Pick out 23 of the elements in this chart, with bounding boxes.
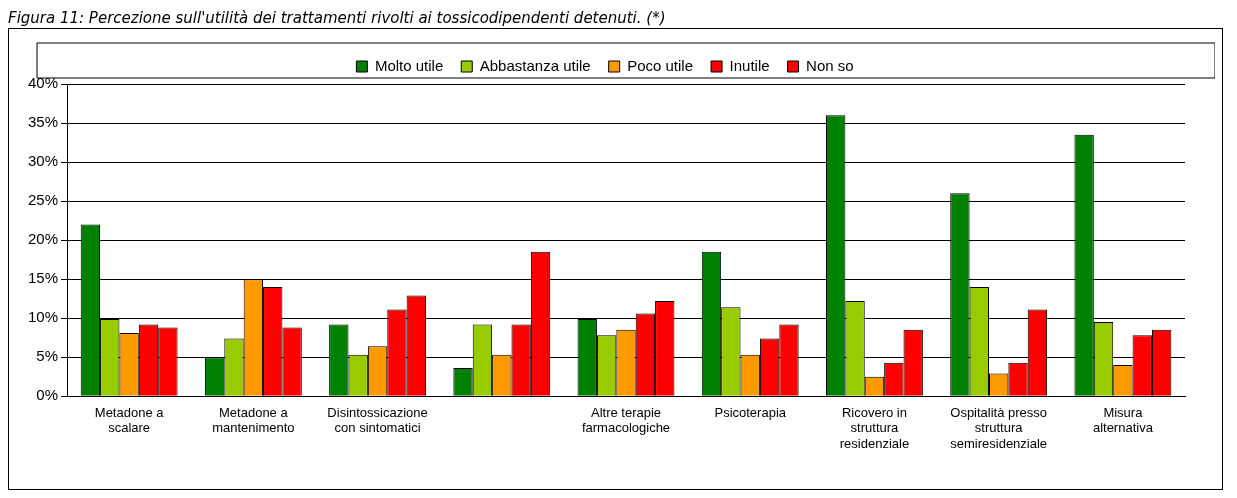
legend-label: Non so [806, 56, 854, 74]
legend-label: Molto utile [374, 56, 444, 74]
y-tick-label: 30% [27, 152, 59, 170]
y-tick-label: 15% [27, 269, 59, 287]
y-tick-label: 40% [27, 74, 59, 92]
y-tick-label: 0% [36, 386, 59, 404]
x-tick-label: Disintossicazione con sintomatici [327, 404, 428, 436]
x-tick-label: Metadone a scalare [94, 404, 165, 436]
chart-title: Figura 11: Percezione sull'utilità dei trattamenti rivolti ai tossicodipendenti detenuti. (*) [8, 8, 667, 28]
y-tick-label: 20% [27, 230, 59, 248]
y-tick-label: 10% [27, 308, 59, 326]
legend-label: Abbastanza utile [479, 56, 591, 74]
x-tick-label: Misura alternativa [1092, 404, 1154, 436]
x-tick-label: Metadone a mantenimento [212, 404, 295, 436]
legend-label: Inutile [729, 56, 770, 74]
legend-label: Poco utile [627, 56, 694, 74]
y-tick-label: 35% [27, 113, 59, 131]
y-tick-label: 25% [27, 191, 59, 209]
x-tick-label: Ospitalità presso struttura semiresidenziale [950, 404, 1048, 451]
x-tick-label: Ricovero in struttura residenziale [839, 404, 910, 451]
x-tick-label: Psicoterapia [714, 404, 787, 420]
x-tick-label: Altre terapie farmacologiche [581, 404, 671, 436]
y-tick-label: 5% [36, 347, 59, 365]
